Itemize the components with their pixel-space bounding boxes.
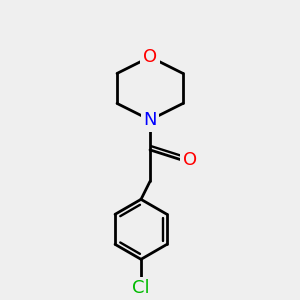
Text: O: O [143,48,157,66]
Text: O: O [182,152,197,169]
Text: Cl: Cl [132,279,150,297]
Text: N: N [143,111,157,129]
